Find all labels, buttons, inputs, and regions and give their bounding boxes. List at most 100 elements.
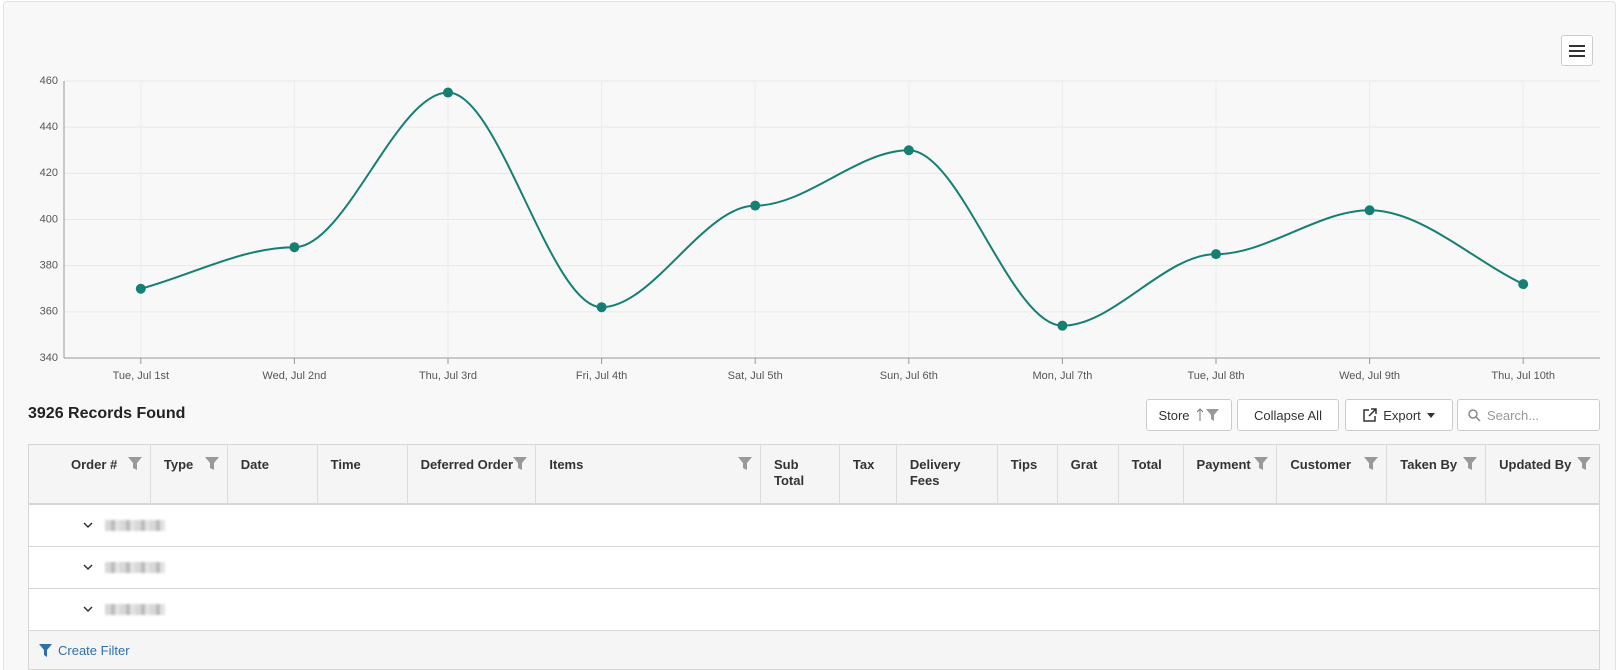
x-tick-label: Wed, Jul 2nd — [262, 370, 326, 382]
table-footer: Create Filter — [29, 631, 1599, 669]
column-label: Taken By — [1400, 457, 1458, 472]
column-header[interactable]: Taken By — [1387, 445, 1487, 503]
chart: 340 360 380 400 420 440 460 Tue, Jul 1st Wed, Ju… — [40, 75, 1600, 382]
point — [1364, 205, 1375, 216]
column-label: Tax — [852, 457, 875, 472]
point — [1057, 320, 1068, 331]
column-header[interactable]: Payment — [1184, 445, 1278, 503]
filter-icon[interactable] — [127, 457, 142, 470]
x-tick-label: Thu, Jul 3rd — [419, 370, 477, 382]
point — [135, 283, 146, 294]
column-label: Delivery Fees — [909, 457, 961, 488]
collapse-label: Collapse All — [1254, 407, 1322, 423]
y-tick-label: 360 — [40, 306, 58, 318]
filter-shape — [1254, 457, 1269, 470]
filter-icon[interactable] — [738, 457, 753, 470]
filter-shape — [204, 457, 219, 470]
column-header[interactable]: Tax — [840, 445, 897, 503]
column-header[interactable]: Grat — [1058, 445, 1119, 503]
redacted-order — [105, 604, 165, 615]
redacted-order — [105, 520, 165, 531]
orders-table: Order # Type Date Time Deferred Order Items Su… — [28, 444, 1600, 670]
point — [903, 145, 914, 156]
y-tick-label: 380 — [40, 260, 58, 272]
table-row[interactable] — [29, 547, 1599, 589]
y-tick-label: 400 — [40, 213, 58, 225]
filter-shape — [738, 457, 753, 470]
column-header[interactable]: Order # — [29, 445, 151, 503]
point — [596, 302, 607, 313]
column-header[interactable]: Customer — [1277, 445, 1388, 503]
search-placeholder: Search... — [1487, 407, 1540, 423]
expand-chevron[interactable] — [83, 522, 93, 529]
point — [289, 242, 300, 253]
filter-icon[interactable] — [1254, 457, 1269, 470]
column-header[interactable]: Updated By — [1486, 445, 1599, 503]
x-tick-label: Wed, Jul 9th — [1339, 370, 1400, 382]
table-row[interactable] — [29, 505, 1599, 547]
point — [443, 87, 453, 98]
column-header[interactable]: Sub Total — [761, 445, 840, 503]
filter-shape — [1364, 457, 1379, 470]
x-tick-label: Mon, Jul 7th — [1032, 370, 1092, 382]
search-icon — [1468, 408, 1481, 422]
column-label: Sub Total — [774, 457, 805, 488]
filter-shape — [1576, 457, 1591, 470]
x-tick-label: Tue, Jul 8th — [1187, 370, 1244, 382]
column-label: Grat — [1070, 457, 1098, 472]
column-label: Type — [163, 457, 194, 472]
records-count: 3926 Records Found — [28, 405, 186, 422]
filter-icon[interactable] — [204, 457, 219, 470]
collapse-all-button[interactable]: Collapse All — [1237, 399, 1339, 431]
chart-menu-button[interactable] — [1561, 35, 1593, 66]
column-label: Items — [549, 457, 584, 472]
point — [1211, 249, 1221, 260]
caret — [1426, 412, 1435, 418]
filter-icon[interactable] — [1576, 457, 1591, 470]
line — [140, 91, 1524, 327]
filter-icon[interactable] — [1463, 457, 1478, 470]
column-label: Payment — [1196, 457, 1251, 472]
column-header[interactable]: Deferred Order — [408, 445, 537, 503]
x-tick-label: Tue, Jul 1st — [113, 370, 169, 382]
filter-shape — [1463, 457, 1478, 470]
expand-chevron[interactable] — [83, 564, 93, 571]
x-tick-label: Sun, Jul 6th — [880, 370, 938, 382]
export-button[interactable]: Export — [1345, 399, 1453, 431]
y-tick-label: 420 — [40, 167, 58, 179]
column-header[interactable]: Items — [536, 445, 762, 503]
column-label: Updated By — [1499, 457, 1572, 472]
create-filter-link[interactable]: Create Filter — [58, 642, 130, 658]
column-header[interactable]: Time — [318, 445, 408, 503]
column-label: Customer — [1290, 457, 1352, 472]
store-button[interactable]: Store — [1146, 399, 1232, 431]
column-header[interactable]: Delivery Fees — [897, 445, 998, 503]
filter-icon — [39, 643, 52, 657]
y-tick-label: 460 — [40, 75, 58, 87]
column-header[interactable]: Total — [1119, 445, 1184, 503]
search-input[interactable]: Search... — [1457, 399, 1600, 431]
menu-icon — [1569, 44, 1585, 57]
y-tick-label: 340 — [40, 352, 58, 364]
x-tick-label: Sat, Jul 5th — [728, 370, 783, 382]
point — [750, 200, 761, 211]
column-label: Date — [240, 457, 269, 472]
column-label: Total — [1131, 457, 1162, 472]
column-header[interactable]: Type — [151, 445, 228, 503]
column-header[interactable]: Tips — [998, 445, 1058, 503]
column-header[interactable]: Date — [228, 445, 318, 503]
point — [1518, 279, 1529, 290]
export-label: Export — [1383, 407, 1421, 423]
filter-shape — [127, 457, 142, 470]
filter-icon[interactable] — [1364, 457, 1379, 470]
expand-chevron[interactable] — [83, 606, 93, 613]
store-label: Store — [1158, 407, 1190, 423]
column-label: Tips — [1010, 457, 1038, 472]
column-label: Time — [330, 457, 361, 472]
column-label: Deferred Order — [420, 457, 514, 472]
x-tick-label: Thu, Jul 10th — [1491, 370, 1555, 382]
export-icon — [1363, 408, 1377, 422]
sort-filter-icon — [1196, 408, 1219, 421]
table-row[interactable] — [29, 589, 1599, 631]
filter-icon[interactable] — [513, 457, 528, 470]
